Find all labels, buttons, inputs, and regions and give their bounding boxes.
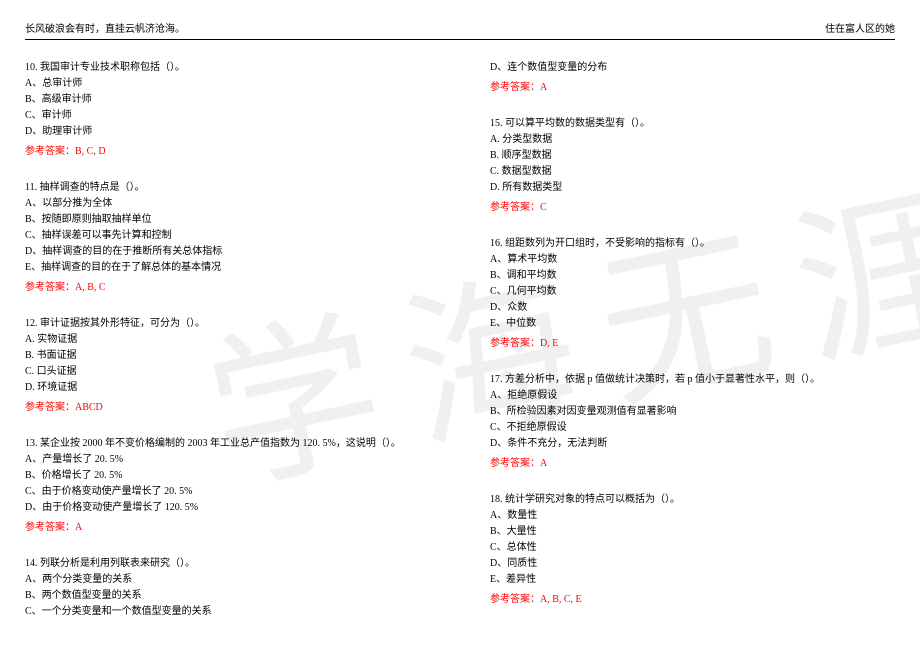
question-option: B、调和平均数	[490, 268, 895, 284]
answer-text: 参考答案：D, E	[490, 336, 895, 352]
answer-text: 参考答案：C	[490, 200, 895, 216]
question-option: C. 数据型数据	[490, 164, 895, 180]
question-option: B、大量性	[490, 524, 895, 540]
question-option: D. 环境证据	[25, 380, 430, 396]
question-option: A、两个分类变量的关系	[25, 572, 430, 588]
question-option: C、总体性	[490, 540, 895, 556]
question-option: D、抽样调查的目的在于推断所有关总体指标	[25, 244, 430, 260]
question-option: C. 口头证据	[25, 364, 430, 380]
question-option: E、抽样调查的目的在于了解总体的基本情况	[25, 260, 430, 276]
question-title: 14. 列联分析是利用列联表来研究（）。	[25, 556, 430, 572]
answer-text: 参考答案：B, C, D	[25, 144, 430, 160]
question-option: A、以部分推为全体	[25, 196, 430, 212]
question-block: 10. 我国审计专业技术职称包括（）。A、总审计师B、高级审计师C、审计师D、助…	[25, 60, 430, 160]
question-title: 11. 抽样调查的特点是（）。	[25, 180, 430, 196]
question-option: E、中位数	[490, 316, 895, 332]
question-option: D、同质性	[490, 556, 895, 572]
question-option: E、差异性	[490, 572, 895, 588]
question-option: A. 分类型数据	[490, 132, 895, 148]
question-block: 12. 审计证据按其外形特征，可分为（）。A. 实物证据B. 书面证据C. 口头…	[25, 316, 430, 416]
question-title: 13. 某企业按 2000 年不变价格编制的 2003 年工业总产值指数为 12…	[25, 436, 430, 452]
question-option: B. 顺序型数据	[490, 148, 895, 164]
answer-text: 参考答案：A	[25, 520, 430, 536]
question-option: A、产量增长了 20. 5%	[25, 452, 430, 468]
question-option: B、两个数值型变量的关系	[25, 588, 430, 604]
question-block: 14. 列联分析是利用列联表来研究（）。A、两个分类变量的关系B、两个数值型变量…	[25, 556, 430, 620]
question-block: D、连个数值型变量的分布参考答案：A	[490, 60, 895, 96]
question-option: A、数量性	[490, 508, 895, 524]
question-option: A、总审计师	[25, 76, 430, 92]
question-option: C、审计师	[25, 108, 430, 124]
answer-text: 参考答案：A, B, C	[25, 280, 430, 296]
left-column: 10. 我国审计专业技术职称包括（）。A、总审计师B、高级审计师C、审计师D、助…	[25, 60, 430, 640]
answer-text: 参考答案：ABCD	[25, 400, 430, 416]
question-block: 16. 组距数列为开口组时，不受影响的指标有（）。A、算术平均数B、调和平均数C…	[490, 236, 895, 352]
question-title: 17. 方差分析中，依据 p 值做统计决策时，若 p 值小于显著性水平，则（）。	[490, 372, 895, 388]
question-option: B、所检验因素对因变量观测值有显著影响	[490, 404, 895, 420]
question-title: 16. 组距数列为开口组时，不受影响的指标有（）。	[490, 236, 895, 252]
question-block: 18. 统计学研究对象的特点可以概括为（）。A、数量性B、大量性C、总体性D、同…	[490, 492, 895, 608]
answer-text: 参考答案：A	[490, 80, 895, 96]
question-option: A、算术平均数	[490, 252, 895, 268]
right-column: D、连个数值型变量的分布参考答案：A 15. 可以算平均数的数据类型有（）。A. …	[490, 60, 895, 640]
question-option: C、几何平均数	[490, 284, 895, 300]
question-option: B. 书面证据	[25, 348, 430, 364]
question-title: 12. 审计证据按其外形特征，可分为（）。	[25, 316, 430, 332]
page-content: 长风破浪会有时，直挂云帆济沧海。 住在富人区的她 10. 我国审计专业技术职称包…	[0, 0, 920, 660]
question-option: A. 实物证据	[25, 332, 430, 348]
question-option: C、由于价格变动使产量增长了 20. 5%	[25, 484, 430, 500]
question-option: D、众数	[490, 300, 895, 316]
header-row: 长风破浪会有时，直挂云帆济沧海。 住在富人区的她	[25, 20, 895, 40]
question-option: C、不拒绝原假设	[490, 420, 895, 436]
question-block: 13. 某企业按 2000 年不变价格编制的 2003 年工业总产值指数为 12…	[25, 436, 430, 536]
question-option: D. 所有数据类型	[490, 180, 895, 196]
question-title: 18. 统计学研究对象的特点可以概括为（）。	[490, 492, 895, 508]
question-option: C、抽样误差可以事先计算和控制	[25, 228, 430, 244]
question-option: B、价格增长了 20. 5%	[25, 468, 430, 484]
question-block: 15. 可以算平均数的数据类型有（）。A. 分类型数据B. 顺序型数据C. 数据…	[490, 116, 895, 216]
question-option: D、条件不充分，无法判断	[490, 436, 895, 452]
question-title: 15. 可以算平均数的数据类型有（）。	[490, 116, 895, 132]
header-right: 住在富人区的她	[825, 20, 895, 35]
question-title: 10. 我国审计专业技术职称包括（）。	[25, 60, 430, 76]
question-block: 11. 抽样调查的特点是（）。A、以部分推为全体B、按随即原则抽取抽样单位C、抽…	[25, 180, 430, 296]
question-option: D、连个数值型变量的分布	[490, 60, 895, 76]
question-option: B、按随即原则抽取抽样单位	[25, 212, 430, 228]
columns: 10. 我国审计专业技术职称包括（）。A、总审计师B、高级审计师C、审计师D、助…	[25, 60, 895, 640]
question-block: 17. 方差分析中，依据 p 值做统计决策时，若 p 值小于显著性水平，则（）。…	[490, 372, 895, 472]
question-option: A、拒绝原假设	[490, 388, 895, 404]
question-option: D、由于价格变动使产量增长了 120. 5%	[25, 500, 430, 516]
answer-text: 参考答案：A, B, C, E	[490, 592, 895, 608]
question-option: C、一个分类变量和一个数值型变量的关系	[25, 604, 430, 620]
header-left: 长风破浪会有时，直挂云帆济沧海。	[25, 20, 185, 35]
question-option: D、助理审计师	[25, 124, 430, 140]
question-option: B、高级审计师	[25, 92, 430, 108]
answer-text: 参考答案：A	[490, 456, 895, 472]
